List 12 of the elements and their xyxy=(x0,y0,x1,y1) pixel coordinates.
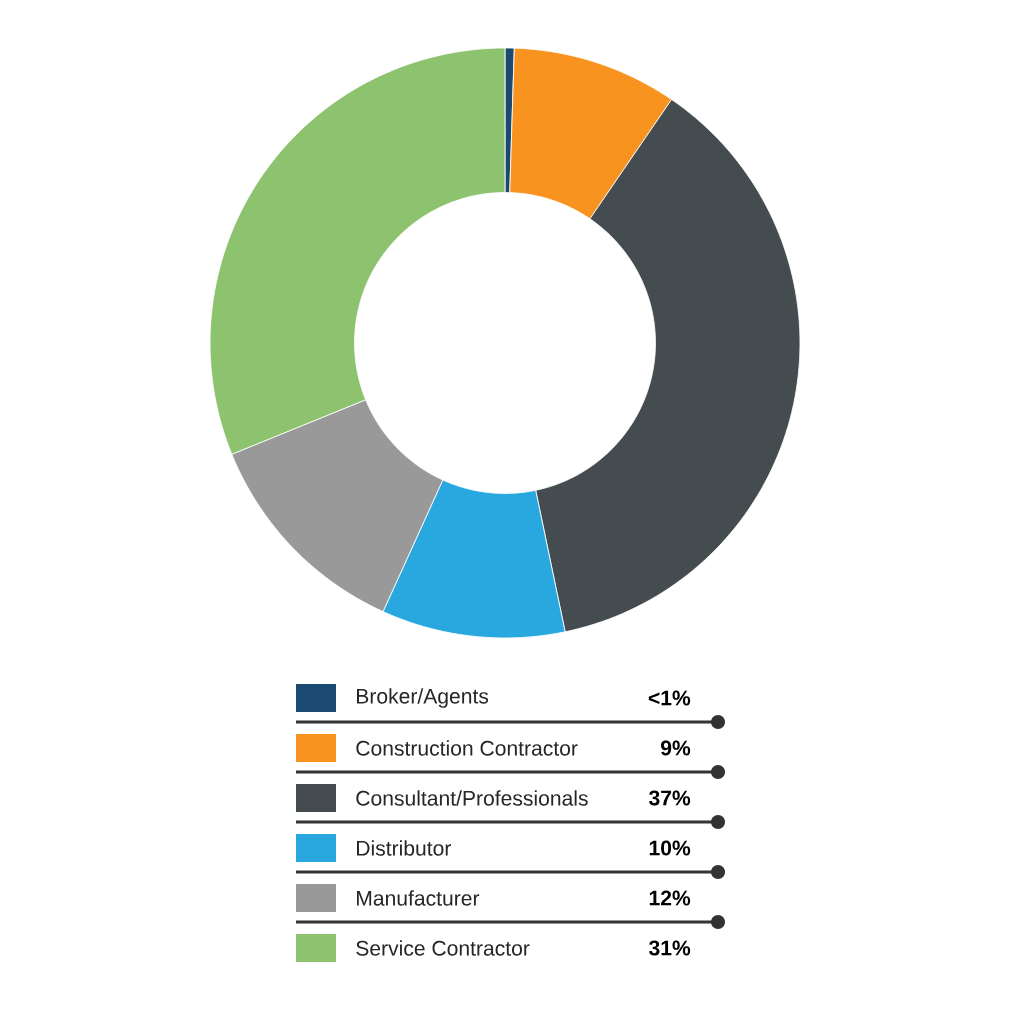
legend-label: Consultant/Professionals xyxy=(356,790,588,806)
data-label: 9% xyxy=(660,740,691,756)
data-label: 37% xyxy=(649,790,691,806)
data-label: 10% xyxy=(649,840,691,856)
legend-label: Construction Contractor xyxy=(356,740,578,756)
legend-label: Broker/Agents xyxy=(357,688,489,708)
legend-label: Service Contractor xyxy=(356,940,530,956)
data-label: <1% xyxy=(648,690,691,706)
legend-label: Manufacturer xyxy=(357,890,480,906)
data-label: 12% xyxy=(649,890,691,906)
data-label: 31% xyxy=(649,940,691,956)
legend-label: Distributor xyxy=(357,840,451,856)
